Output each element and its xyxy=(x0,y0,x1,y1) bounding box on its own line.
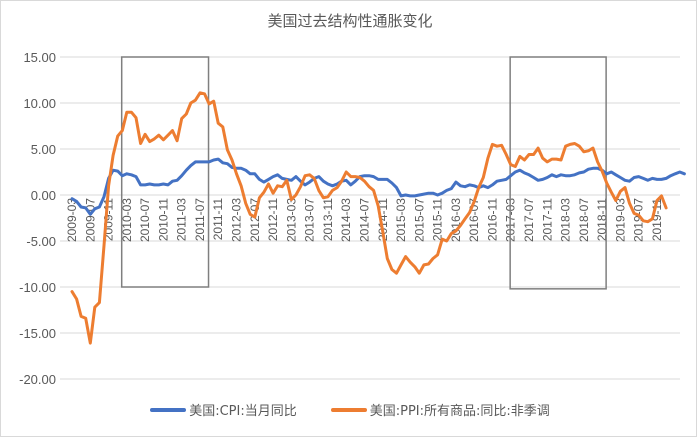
x-tick-label: 2016-11 xyxy=(485,198,499,241)
x-tick-label: 2011-03 xyxy=(175,198,189,241)
x-tick-label: 2013-07 xyxy=(303,198,317,242)
x-tick-label: 2018-11 xyxy=(595,198,609,241)
x-tick-label: 2014-07 xyxy=(357,198,371,242)
x-tick-label: 2011-11 xyxy=(211,198,225,241)
data-series xyxy=(70,91,686,345)
x-tick-label: 2012-07 xyxy=(248,198,262,242)
legend: 美国:CPI:当月同比 美国:PPI:所有商品:同比:非季调 xyxy=(0,400,700,419)
legend-swatch-ppi xyxy=(330,407,367,412)
x-tick-label: 2019-07 xyxy=(632,198,646,242)
ppi-line xyxy=(70,91,668,345)
x-tick-label: 2010-11 xyxy=(156,198,170,241)
legend-label-cpi: 美国:CPI:当月同比 xyxy=(189,404,297,419)
x-tick-label: 2011-07 xyxy=(193,198,207,241)
x-tick-label: 2010-07 xyxy=(138,198,152,242)
x-tick-label: 2019-03 xyxy=(613,198,627,242)
highlight-boxes xyxy=(120,56,607,290)
y-tick-label: -5.00 xyxy=(26,234,56,249)
x-tick-label: 2012-03 xyxy=(230,198,244,242)
x-tick-label: 2018-03 xyxy=(559,198,573,242)
y-tick-label: -20.00 xyxy=(19,372,56,387)
x-tick-label: 2013-03 xyxy=(284,198,298,242)
x-axis-ticks: 2009-03 2009-07 2009-11 2010-03 2010-07 2010-… xyxy=(65,198,664,242)
y-axis-ticks: 15.00 10.00 5.00 0.00 -5.00 -10.00 -15.00 -20.0… xyxy=(19,50,56,387)
chart-title: 美国过去结构性通胀变化 xyxy=(267,12,433,30)
y-tick-label: 0.00 xyxy=(31,188,56,203)
x-tick-label: 2012-11 xyxy=(266,198,280,241)
x-tick-label: 2018-07 xyxy=(577,198,591,242)
y-tick-label: 5.00 xyxy=(31,142,56,157)
y-tick-label: -15.00 xyxy=(19,326,56,341)
y-tick-label: 15.00 xyxy=(23,50,56,65)
legend-swatch-cpi xyxy=(150,407,187,412)
x-tick-label: 2009-03 xyxy=(65,198,79,242)
y-tick-label: -10.00 xyxy=(19,280,56,295)
x-tick-label: 2017-07 xyxy=(522,198,536,242)
x-tick-label: 2015-11 xyxy=(431,198,445,241)
x-tick-label: 2009-07 xyxy=(83,198,97,242)
cpi-line xyxy=(70,157,686,216)
x-tick-label: 2016-03 xyxy=(449,198,463,242)
x-tick-label: 2017-11 xyxy=(540,198,554,241)
highlight-box xyxy=(120,56,210,288)
x-tick-label: 2015-07 xyxy=(412,198,426,242)
y-tick-label: 10.00 xyxy=(23,96,56,111)
x-tick-label: 2014-03 xyxy=(339,198,353,242)
x-tick-label: 2013-11 xyxy=(321,198,335,241)
legend-item-ppi[interactable]: 美国:PPI:所有商品:同比:非季调 xyxy=(330,400,550,419)
legend-label-ppi: 美国:PPI:所有商品:同比:非季调 xyxy=(369,404,550,419)
x-tick-label: 2010-03 xyxy=(120,198,134,242)
legend-item-cpi[interactable]: 美国:CPI:当月同比 xyxy=(150,400,297,419)
x-tick-label: 2015-03 xyxy=(394,198,408,242)
